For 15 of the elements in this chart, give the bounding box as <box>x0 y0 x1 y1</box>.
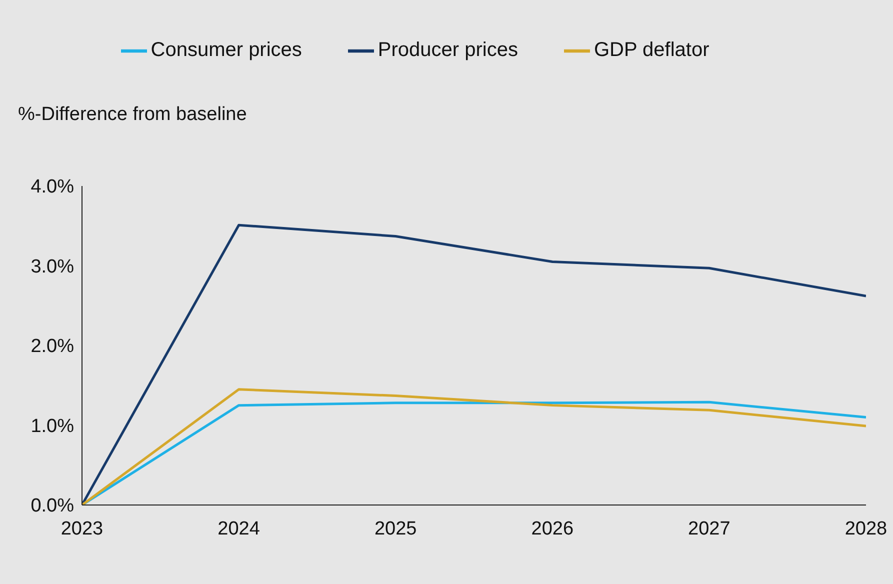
x-tick-label: 2025 <box>374 518 417 540</box>
y-tick-label: 3.0% <box>30 256 74 278</box>
y-tick-label: 0.0% <box>30 496 74 517</box>
y-tick-label: 4.0% <box>30 176 74 198</box>
y-axis-title: %-Difference from baseline <box>18 104 247 126</box>
x-tick-label: 2028 <box>844 518 888 540</box>
x-tick-label: 2024 <box>218 518 260 540</box>
legend-label: Consumer prices <box>150 39 302 62</box>
legend-label: GDP deflator <box>594 39 710 62</box>
y-tick-label: 1.0% <box>30 416 74 437</box>
legend-label: Producer prices <box>378 39 518 62</box>
y-tick-label: 2.0% <box>30 336 74 358</box>
x-tick-label: 2026 <box>531 518 574 540</box>
x-tick-label: 2023 <box>60 518 104 540</box>
x-tick-label: 2027 <box>688 518 730 540</box>
